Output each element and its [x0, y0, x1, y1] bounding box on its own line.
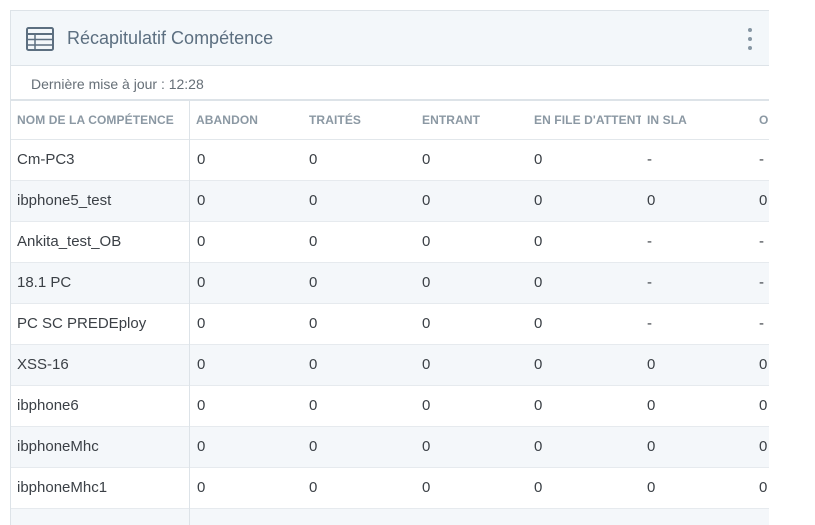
kebab-menu-icon[interactable] [743, 26, 757, 52]
o-cell: 0 [759, 192, 768, 209]
skill-name-cell: PC SC PREDEploy [17, 315, 147, 332]
incoming-cell: 0 [422, 274, 431, 291]
incoming-cell: 0 [422, 438, 431, 455]
o-cell: - [759, 151, 764, 168]
abandon-cell: 0 [197, 356, 206, 373]
o-cell: 0 [759, 479, 768, 496]
column-header-abandon[interactable]: ABANDON [196, 113, 259, 127]
in-sla-cell: - [647, 151, 652, 168]
table-row[interactable]: ibphone6 0 0 0 0 0 0 [11, 386, 769, 427]
o-cell: - [759, 233, 764, 250]
incoming-cell: 0 [422, 356, 431, 373]
abandon-cell: 0 [197, 397, 206, 414]
table-row[interactable]: Ankita_test_OB 0 0 0 0 - - [11, 222, 769, 263]
first-column-divider [189, 101, 190, 525]
widget-title: Récapitulatif Compétence [67, 28, 274, 48]
table-body: Cm-PC3 0 0 0 0 - - ibphone5_test 0 0 0 0… [11, 140, 769, 525]
table-row[interactable]: ibphone5_test 0 0 0 0 0 0 [11, 181, 769, 222]
skill-name-cell: Ankita_test_OB [17, 233, 122, 250]
treated-cell: 0 [309, 274, 318, 291]
treated-cell: 0 [309, 438, 318, 455]
in-sla-cell: - [647, 274, 652, 291]
table-row[interactable]: 18.1 PC 0 0 0 0 - - [11, 263, 769, 304]
abandon-cell: 0 [197, 479, 206, 496]
in-queue-cell: 0 [534, 356, 543, 373]
in-sla-cell: - [647, 315, 652, 332]
o-cell: 0 [759, 356, 768, 373]
treated-cell: 0 [309, 356, 318, 373]
in-sla-cell: 0 [647, 479, 656, 496]
skill-name-cell: ibphone5_test [17, 192, 112, 209]
in-sla-cell: - [647, 233, 652, 250]
table-row[interactable] [11, 509, 769, 525]
incoming-cell: 0 [422, 151, 431, 168]
o-cell: - [759, 274, 764, 291]
in-queue-cell: 0 [534, 315, 543, 332]
table-icon [26, 27, 54, 51]
last-update-bar: Dernière mise à jour : 12:28 [11, 66, 769, 101]
in-sla-cell: 0 [647, 356, 656, 373]
o-cell: - [759, 315, 764, 332]
in-queue-cell: 0 [534, 479, 543, 496]
abandon-cell: 0 [197, 192, 206, 209]
incoming-cell: 0 [422, 233, 431, 250]
in-queue-cell: 0 [534, 438, 543, 455]
column-header-incoming[interactable]: ENTRANT [422, 113, 481, 127]
o-cell: 0 [759, 438, 768, 455]
table-row[interactable]: PC SC PREDEploy 0 0 0 0 - - [11, 304, 769, 345]
in-sla-cell: 0 [647, 397, 656, 414]
widget-header: Récapitulatif Compétence [11, 11, 769, 66]
last-update-text: Dernière mise à jour : 12:28 [31, 76, 204, 92]
column-header-skill-name[interactable]: NOM DE LA COMPÉTENCE [17, 113, 174, 127]
skill-summary-widget: Récapitulatif Compétence Dernière mise à… [10, 10, 769, 525]
column-header-treated[interactable]: TRAITÉS [309, 113, 362, 127]
skill-name-cell: ibphone6 [17, 397, 79, 414]
abandon-cell: 0 [197, 315, 206, 332]
table-header: NOM DE LA COMPÉTENCE ABANDON TRAITÉS ENT… [11, 101, 769, 140]
abandon-cell: 0 [197, 151, 206, 168]
o-cell: 0 [759, 397, 768, 414]
abandon-cell: 0 [197, 233, 206, 250]
in-queue-cell: 0 [534, 192, 543, 209]
column-header-o[interactable]: O [759, 113, 769, 127]
incoming-cell: 0 [422, 192, 431, 209]
in-queue-cell: 0 [534, 274, 543, 291]
table-row[interactable]: ibphoneMhc1 0 0 0 0 0 0 [11, 468, 769, 509]
treated-cell: 0 [309, 479, 318, 496]
in-sla-cell: 0 [647, 438, 656, 455]
treated-cell: 0 [309, 151, 318, 168]
skill-name-cell: ibphoneMhc [17, 438, 99, 455]
skill-name-cell: 18.1 PC [17, 274, 72, 291]
column-header-in-sla[interactable]: IN SLA [647, 113, 687, 127]
in-sla-cell: 0 [647, 192, 656, 209]
treated-cell: 0 [309, 233, 318, 250]
in-queue-cell: 0 [534, 151, 543, 168]
table-row[interactable]: Cm-PC3 0 0 0 0 - - [11, 140, 769, 181]
skill-name-cell: ibphoneMhc1 [17, 479, 108, 496]
skill-name-cell: XSS-16 [17, 356, 69, 373]
incoming-cell: 0 [422, 397, 431, 414]
column-header-in-queue[interactable]: EN FILE D'ATTENTE [534, 113, 641, 127]
treated-cell: 0 [309, 397, 318, 414]
incoming-cell: 0 [422, 315, 431, 332]
abandon-cell: 0 [197, 274, 206, 291]
incoming-cell: 0 [422, 479, 431, 496]
treated-cell: 0 [309, 315, 318, 332]
skill-name-cell: Cm-PC3 [17, 151, 75, 168]
table-row[interactable]: XSS-16 0 0 0 0 0 0 [11, 345, 769, 386]
in-queue-cell: 0 [534, 397, 543, 414]
in-queue-cell: 0 [534, 233, 543, 250]
treated-cell: 0 [309, 192, 318, 209]
table-row[interactable]: ibphoneMhc 0 0 0 0 0 0 [11, 427, 769, 468]
abandon-cell: 0 [197, 438, 206, 455]
